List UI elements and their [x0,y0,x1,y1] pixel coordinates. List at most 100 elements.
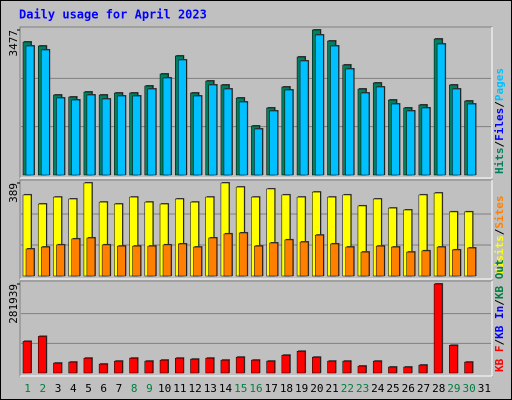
bar [37,336,47,374]
bar [433,283,443,374]
bar [391,246,400,277]
legend-entry: Hits [493,148,506,175]
bar [254,245,263,277]
bar [71,99,80,176]
x-tick-label: 26 [402,382,415,395]
bar [117,95,126,176]
x-tick-label: 19 [295,382,308,395]
bar [436,43,446,176]
bar [251,359,260,374]
bar [299,60,309,176]
bar [208,84,217,176]
bar [284,89,294,176]
x-tick-label: 20 [310,382,323,395]
x-tick-label: 13 [204,382,217,395]
legend-separator: / [493,299,506,306]
bar [281,354,291,374]
bar [132,245,141,277]
bar [284,239,294,277]
y-tick-label: 3477 [7,30,20,57]
bar [56,244,65,277]
bar [372,360,382,374]
bar [391,103,400,176]
x-tick-label: 21 [326,382,339,395]
bar [235,356,245,374]
x-tick-label: 24 [371,382,385,395]
bar [40,246,50,277]
bar [388,366,397,374]
bar [132,95,141,176]
bar [269,242,278,277]
bar [315,234,324,277]
x-tick-label: 18 [280,382,293,395]
x-tick-label: 22 [341,382,354,395]
bar [342,360,351,374]
bar [98,363,108,374]
x-tick-label: 23 [356,382,369,395]
bar [159,359,169,374]
bar [147,88,157,176]
bar [330,243,339,277]
legend-entry: Files [493,108,506,141]
bar [86,237,96,277]
x-tick-label: 17 [265,382,278,395]
bar [220,359,230,374]
bar [208,237,217,277]
bar [436,246,446,277]
bar [296,350,306,374]
x-tick-label: 8 [131,382,138,395]
x-tick-label: 2 [40,382,47,395]
x-tick-label: 12 [188,382,201,395]
bar [467,103,476,176]
bar [205,357,214,374]
x-tick-label: 7 [116,382,123,395]
bar [266,360,275,374]
bar [345,68,354,176]
bar [71,238,80,277]
bar [315,34,324,176]
x-tick-label: 3 [55,382,62,395]
bar [162,244,172,277]
bar [418,364,428,374]
bar [467,247,476,277]
legend-separator: / [493,101,506,108]
x-tick-label: 27 [417,382,430,395]
x-tick-label: 16 [249,382,262,395]
legend-entry: KB Out [493,259,506,299]
x-tick-label: 11 [173,382,186,395]
bar [406,251,415,277]
bar [56,97,65,176]
x-tick-label: 25 [386,382,399,395]
x-tick-label: 4 [70,382,77,395]
bar [114,360,123,374]
bar [345,246,354,277]
x-tick-label: 31 [478,382,491,395]
bar [129,357,138,374]
legend-entry: KB In [493,306,506,339]
bar [178,59,187,176]
x-tick-label: 28 [432,382,445,395]
bar [83,357,93,374]
bar [330,45,339,176]
bar [452,88,461,176]
x-tick-label: 15 [234,382,247,395]
legend: KB F/KB In/KB Out [493,259,506,372]
bar [421,107,431,176]
bar [22,341,32,374]
legend-entry: KB F [493,346,506,373]
chart-title: Daily usage for April 2023 [19,8,207,22]
bar [193,95,202,176]
bar [238,101,248,176]
bar [312,356,321,374]
legend: Hits/Files/Pages [493,68,506,174]
x-tick-label: 6 [100,382,107,395]
bar [101,244,111,277]
bar [375,86,385,176]
bar [223,233,233,277]
bar [86,94,96,176]
y-tick-label: 389 [7,183,20,203]
legend-separator: / [493,141,506,148]
bar [162,77,172,176]
x-tick-label: 1 [24,382,31,395]
